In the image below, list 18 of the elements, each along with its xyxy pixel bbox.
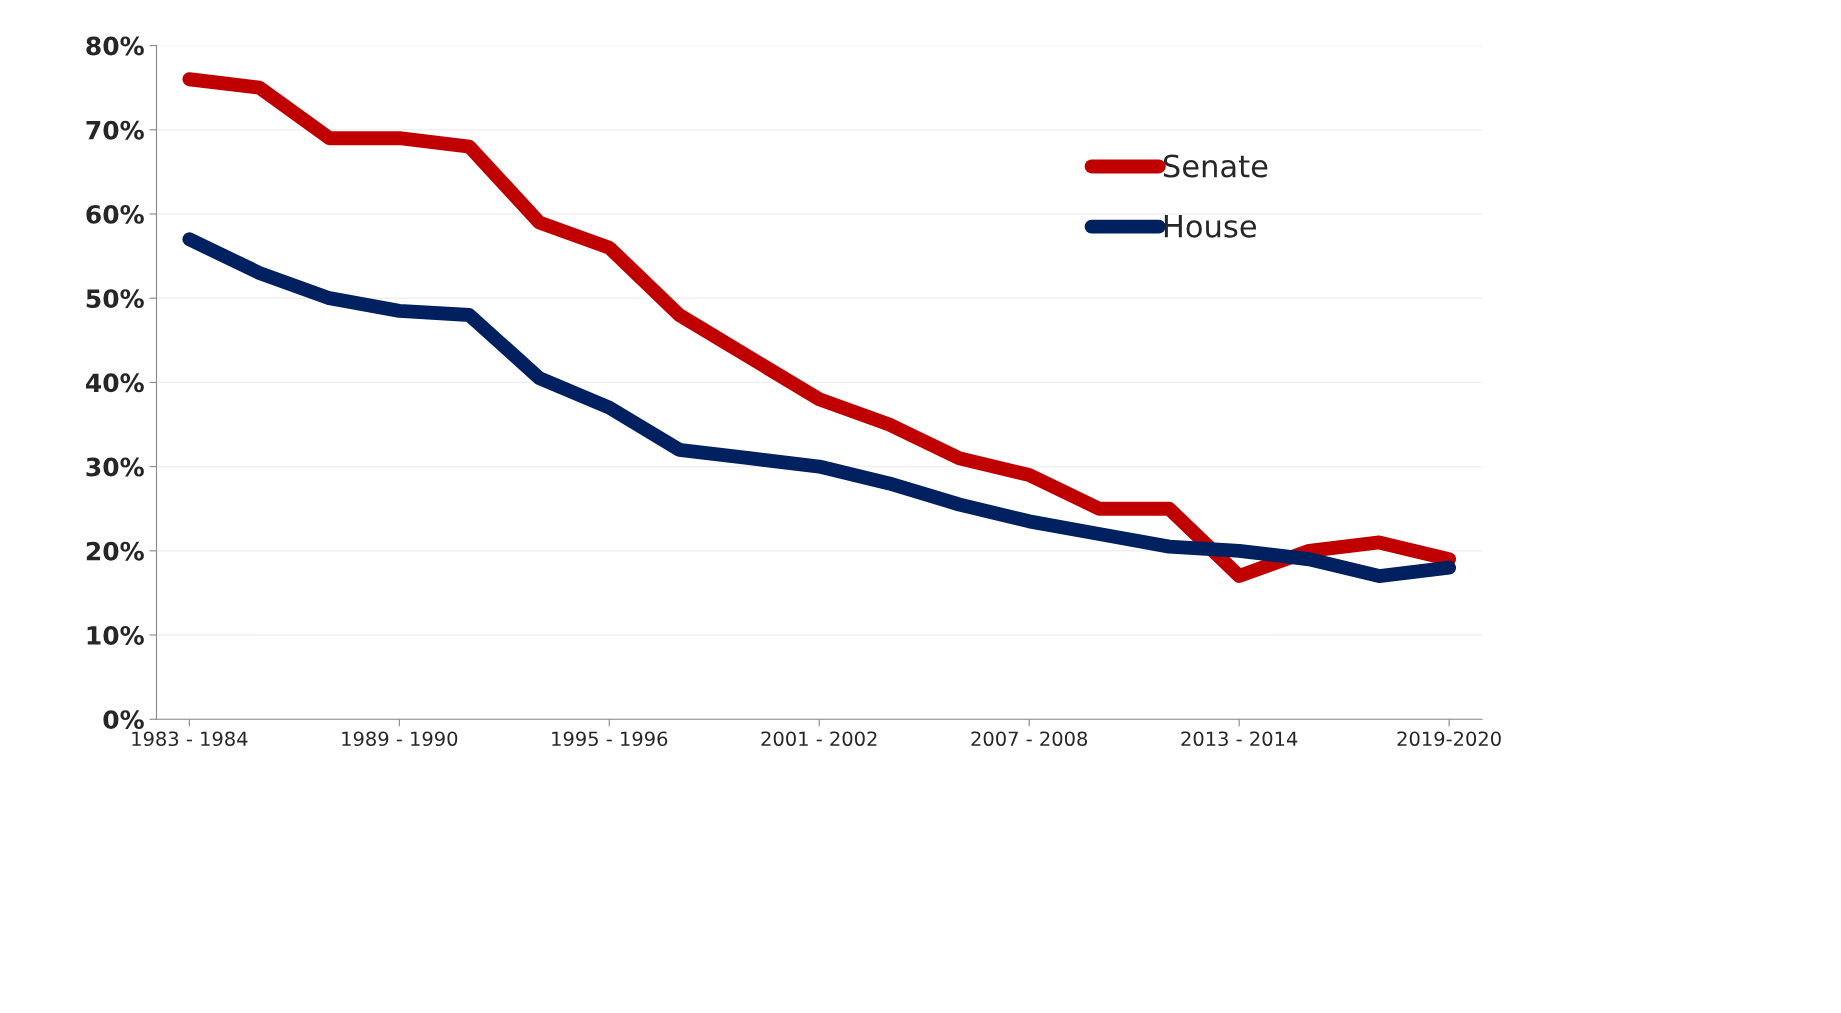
y-tick-label: 80% [86, 36, 144, 56]
y-tick-label: 40% [85, 373, 144, 393]
x-tick-label: 2001 - 2002 [761, 731, 877, 747]
y-tick-label: 10% [87, 625, 144, 645]
x-tick-label: 1995 - 1996 [552, 731, 668, 747]
legend-label: Senate [1163, 154, 1268, 178]
x-tick-label: 2007 - 2008 [971, 731, 1088, 747]
x-tick-label: 1983 - 1984 [132, 731, 248, 747]
x-tick-label: 1989 - 1990 [342, 731, 458, 747]
y-tick-label: 0% [103, 710, 144, 730]
y-tick-label: 70% [86, 120, 144, 140]
y-tick-label: 20% [86, 541, 144, 561]
x-tick-label: 2013 - 2014 [1181, 731, 1298, 747]
y-tick-label: 50% [86, 289, 144, 309]
y-tick-label: 60% [86, 204, 144, 224]
y-tick-label: 30% [86, 457, 144, 477]
x-tick-label: 2019-2020 [1397, 731, 1501, 747]
legend-label: House [1164, 214, 1256, 238]
